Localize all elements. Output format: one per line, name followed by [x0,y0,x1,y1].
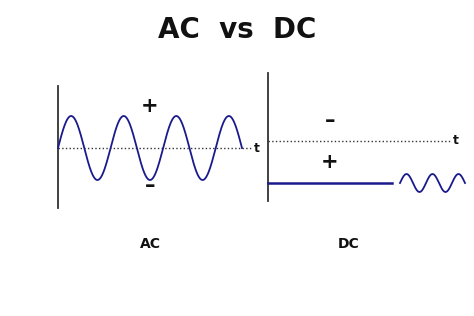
Text: t: t [254,142,260,155]
Text: +: + [321,152,339,172]
Text: –: – [145,176,155,196]
Text: AC: AC [139,237,161,251]
Text: t: t [453,135,459,148]
Text: –: – [325,111,335,131]
Text: +: + [141,96,159,116]
Text: DC: DC [338,237,360,251]
Text: AC  vs  DC: AC vs DC [158,16,316,44]
